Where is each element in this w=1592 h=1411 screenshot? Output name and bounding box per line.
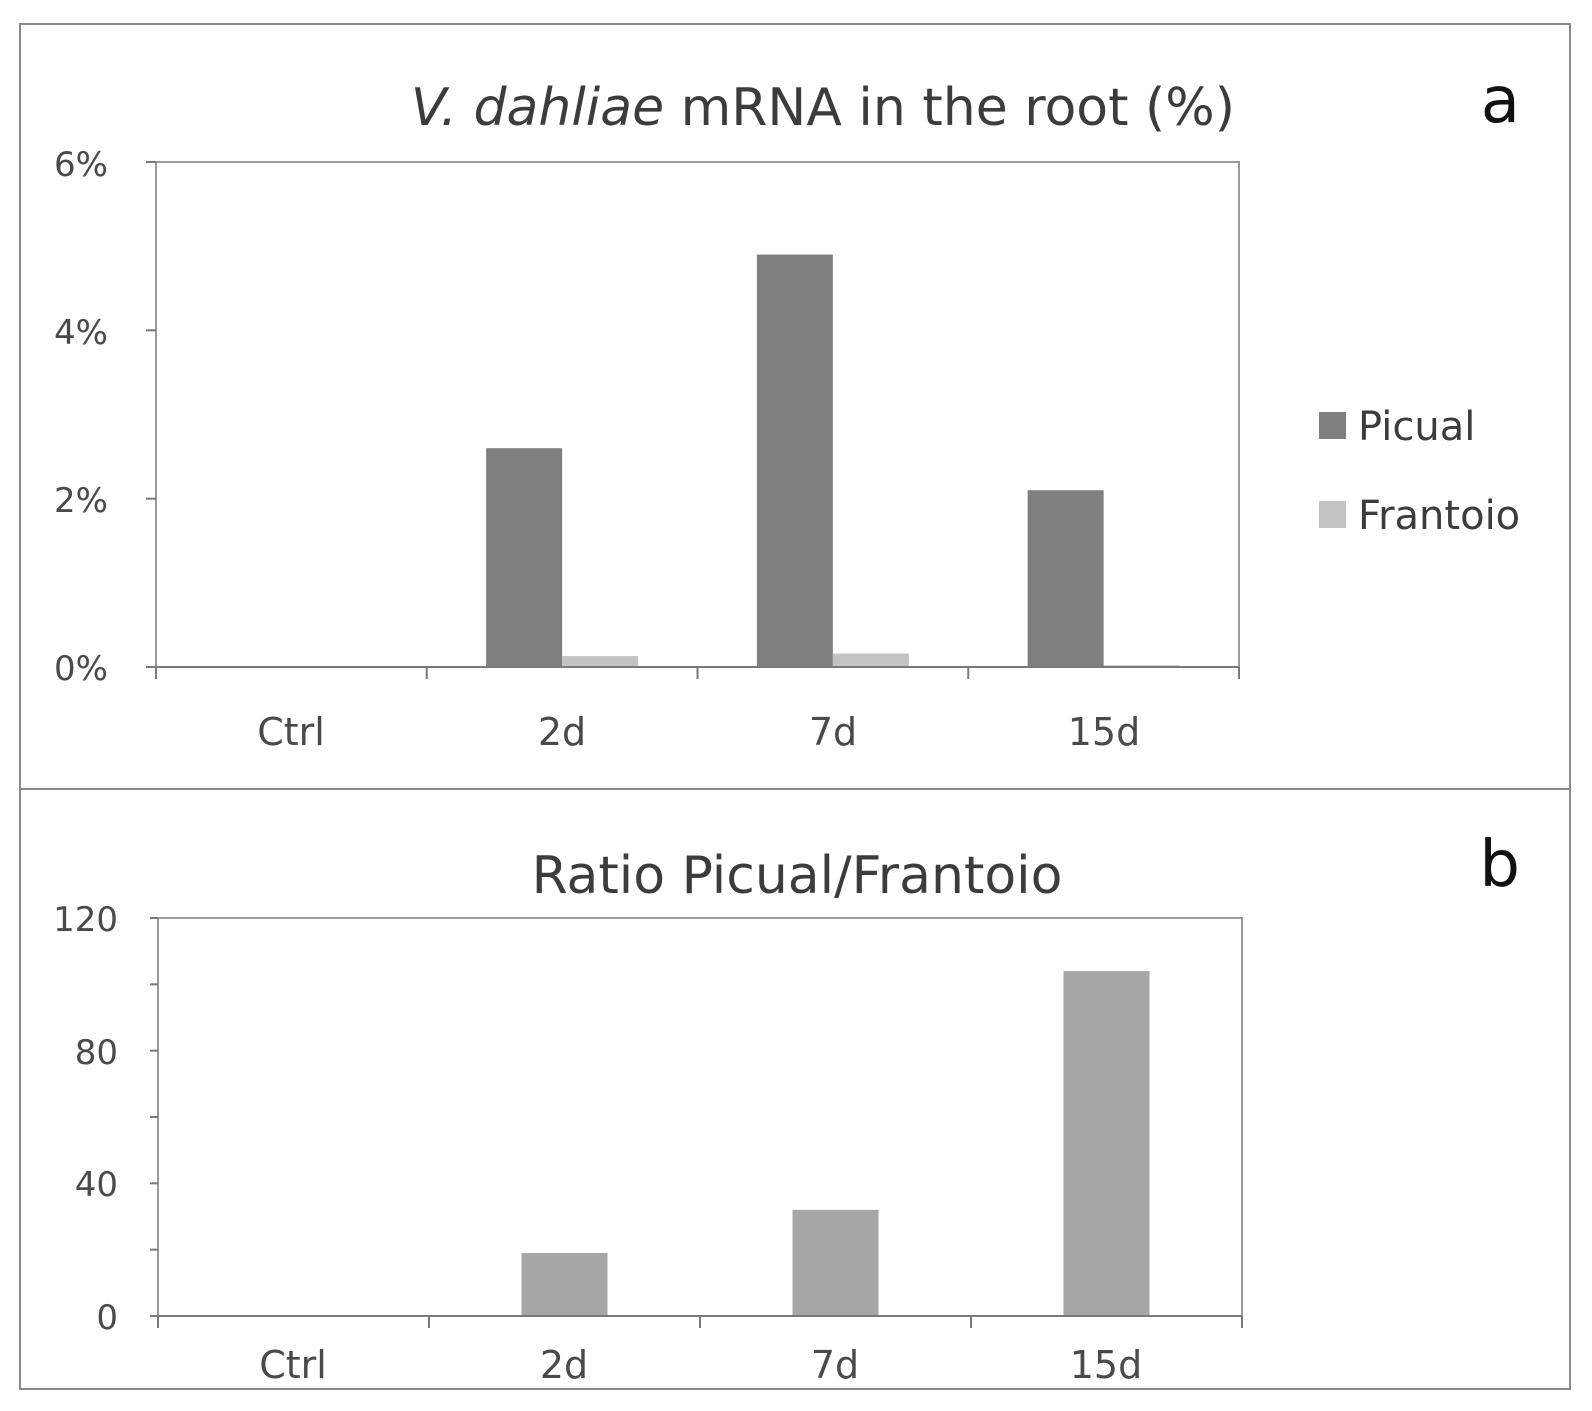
panel-a-ytick-label: 6% xyxy=(54,145,108,185)
panel-b-category-label: 7d xyxy=(811,1343,859,1387)
panel-b-title: Ratio Picual/Frantoio xyxy=(532,846,1063,906)
panel-a: V. dahliae mRNA in the root (%) a 0% 2% … xyxy=(54,64,1520,754)
legend-swatch-frantoio xyxy=(1319,501,1346,528)
bar-picual-15d xyxy=(1027,490,1104,667)
panel-a-legend: Picual Frantoio xyxy=(1319,404,1520,539)
panel-a-category-label: Ctrl xyxy=(257,710,325,754)
panel-b-ytick-label: 40 xyxy=(75,1165,118,1205)
panel-a-x-ticks xyxy=(155,667,1240,679)
bar-frantoio-2d xyxy=(562,656,639,667)
bar-picual-7d xyxy=(756,254,833,668)
panel-b-category-labels: Ctrl 2d 7d 15d xyxy=(259,1343,1142,1387)
bar-ratio-15d xyxy=(1063,971,1150,1316)
panel-b-category-label: 2d xyxy=(540,1343,588,1387)
bar-frantoio-7d xyxy=(832,653,909,667)
legend-swatch-picual xyxy=(1319,412,1346,439)
panel-a-letter: a xyxy=(1481,64,1520,138)
panel-b-ytick-label: 80 xyxy=(75,1033,118,1073)
panel-b: Ratio Picual/Frantoio b 0 40 80 120 Ctrl… xyxy=(53,828,1520,1387)
legend-label-frantoio: Frantoio xyxy=(1358,493,1520,539)
bar-ratio-7d xyxy=(792,1209,879,1316)
panel-a-title-rest: mRNA in the root (%) xyxy=(664,78,1235,138)
panel-a-category-label: 15d xyxy=(1068,710,1140,754)
panel-b-ytick-label: 0 xyxy=(96,1298,118,1338)
panel-b-y-minor-ticks xyxy=(150,917,158,1317)
panel-a-ytick-label: 4% xyxy=(54,313,108,353)
panel-b-category-label: Ctrl xyxy=(259,1343,327,1387)
panel-b-y-ticks: 0 40 80 120 xyxy=(53,900,118,1338)
panel-b-category-label: 15d xyxy=(1070,1343,1142,1387)
panel-b-letter: b xyxy=(1479,828,1520,902)
legend-label-picual: Picual xyxy=(1358,404,1475,450)
panel-a-category-labels: Ctrl 2d 7d 15d xyxy=(257,710,1140,754)
panel-a-title: V. dahliae mRNA in the root (%) xyxy=(411,78,1235,138)
bar-picual-2d xyxy=(486,448,563,667)
panel-a-y-ticks: 0% 2% 4% 6% xyxy=(54,145,156,689)
panel-a-bars xyxy=(486,254,1180,668)
panel-b-ytick-label: 120 xyxy=(53,900,118,940)
panel-a-ytick-label: 0% xyxy=(54,649,108,689)
panel-a-ytick-label: 2% xyxy=(54,481,108,521)
panel-a-category-label: 7d xyxy=(809,710,857,754)
figure-frame xyxy=(19,23,1571,1390)
panel-a-category-label: 2d xyxy=(538,710,586,754)
bar-ratio-2d xyxy=(521,1252,608,1316)
panel-a-title-italic: V. dahliae xyxy=(411,78,664,138)
panel-b-x-ticks xyxy=(157,1316,1243,1328)
panel-b-bars xyxy=(521,971,1150,1316)
